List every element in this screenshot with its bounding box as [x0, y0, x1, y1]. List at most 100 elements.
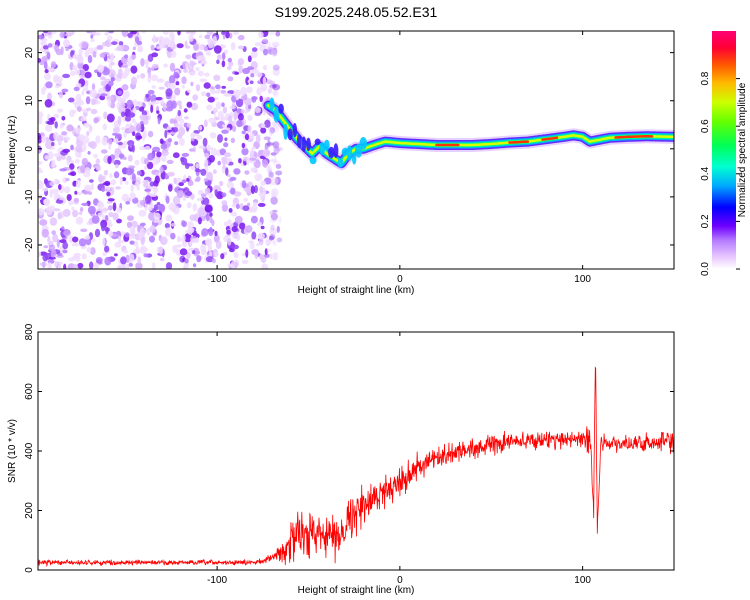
noise-speckle	[269, 228, 278, 235]
noise-speckle	[222, 106, 228, 114]
noise-speckle	[216, 54, 222, 60]
noise-speckle	[210, 147, 218, 157]
noise-speckle	[76, 97, 82, 104]
noise-speckle	[272, 89, 277, 96]
noise-speckle	[206, 144, 211, 152]
noise-speckle	[149, 225, 156, 233]
noise-speckle	[243, 156, 248, 162]
noise-speckle	[151, 52, 159, 58]
noise-speckle	[165, 214, 172, 222]
noise-speckle	[57, 212, 62, 220]
noise-speckle	[107, 205, 113, 211]
noise-speckle	[242, 205, 250, 212]
noise-speckle	[196, 255, 202, 263]
noise-speckle	[226, 181, 234, 189]
noise-speckle	[261, 263, 268, 269]
y-tick-label: -10	[24, 189, 35, 204]
noise-speckle	[86, 247, 92, 253]
noise-speckle	[228, 61, 234, 67]
noise-speckle	[184, 233, 192, 243]
noise-speckle	[143, 118, 149, 125]
noise-speckle	[85, 96, 91, 105]
x-tick-label: 100	[574, 575, 591, 586]
noise-speckle	[136, 74, 140, 79]
noise-speckle	[258, 237, 264, 246]
noise-speckle	[84, 184, 92, 192]
noise-speckle	[236, 120, 243, 128]
noise-speckle	[254, 112, 262, 117]
noise-speckle	[165, 227, 172, 237]
noise-speckle	[224, 137, 228, 142]
noise-speckle	[59, 122, 64, 129]
noise-speckle	[151, 100, 160, 105]
noise-speckle	[128, 126, 137, 134]
noise-speckle	[110, 52, 115, 62]
noise-speckle	[117, 141, 123, 146]
noise-speckle	[51, 188, 59, 195]
noise-speckle	[112, 202, 117, 212]
noise-speckle	[189, 31, 196, 34]
noise-speckle	[84, 71, 92, 79]
noise-speckle	[255, 134, 261, 144]
noise-speckle	[247, 202, 251, 207]
noise-speckle	[65, 32, 73, 37]
noise-speckle	[200, 193, 207, 198]
noise-speckle	[234, 71, 240, 75]
noise-speckle	[256, 87, 262, 96]
noise-speckle	[225, 167, 229, 176]
noise-speckle	[249, 80, 254, 85]
noise-speckle	[185, 62, 189, 70]
noise-speckle	[97, 64, 105, 73]
noise-speckle	[168, 184, 173, 192]
noise-speckle	[127, 32, 133, 38]
noise-speckle	[262, 65, 268, 71]
noise-speckle	[158, 86, 165, 90]
noise-speckle	[57, 140, 62, 145]
noise-speckle	[73, 252, 81, 258]
noise-speckle	[81, 161, 88, 165]
noise-speckle	[63, 186, 71, 194]
noise-speckle	[183, 108, 188, 113]
noise-speckle	[71, 242, 80, 247]
noise-speckle	[95, 158, 101, 164]
noise-speckle	[97, 212, 104, 218]
noise-speckle	[89, 261, 94, 269]
noise-speckle	[121, 193, 130, 202]
y-tick-label: 600	[24, 383, 35, 400]
noise-speckle	[236, 203, 240, 210]
noise-speckle	[190, 137, 195, 142]
noise-speckle	[54, 84, 60, 89]
noise-speckle	[56, 108, 63, 113]
noise-speckle	[268, 169, 272, 178]
noise-speckle	[239, 222, 246, 230]
noise-speckle	[266, 142, 275, 146]
noise-speckle	[187, 180, 194, 187]
noise-speckle	[259, 95, 263, 103]
noise-speckle	[66, 124, 74, 132]
noise-speckle	[166, 50, 173, 59]
noise-speckle	[98, 175, 105, 183]
noise-speckle	[63, 263, 67, 269]
noise-speckle	[96, 201, 105, 209]
noise-speckle	[87, 55, 93, 64]
noise-speckle	[147, 152, 155, 161]
noise-speckle	[75, 127, 81, 135]
noise-speckle	[176, 100, 182, 106]
noise-speckle	[53, 113, 59, 119]
noise-speckle	[251, 231, 257, 240]
noise-speckle	[145, 60, 149, 69]
noise-speckle	[82, 190, 89, 195]
noise-speckle	[77, 262, 84, 269]
noise-speckle	[61, 88, 69, 93]
noise-speckle	[138, 232, 143, 240]
noise-speckle	[144, 145, 151, 150]
colorbar-tick-label: 0.4	[700, 166, 711, 180]
noise-speckle	[260, 225, 265, 230]
noise-speckle	[245, 225, 253, 233]
noise-speckle	[93, 117, 98, 124]
noise-speckle	[189, 71, 196, 76]
noise-speckle	[244, 170, 250, 175]
ridge-blob	[301, 136, 307, 153]
noise-speckle	[230, 187, 236, 195]
noise-speckle	[45, 206, 53, 216]
